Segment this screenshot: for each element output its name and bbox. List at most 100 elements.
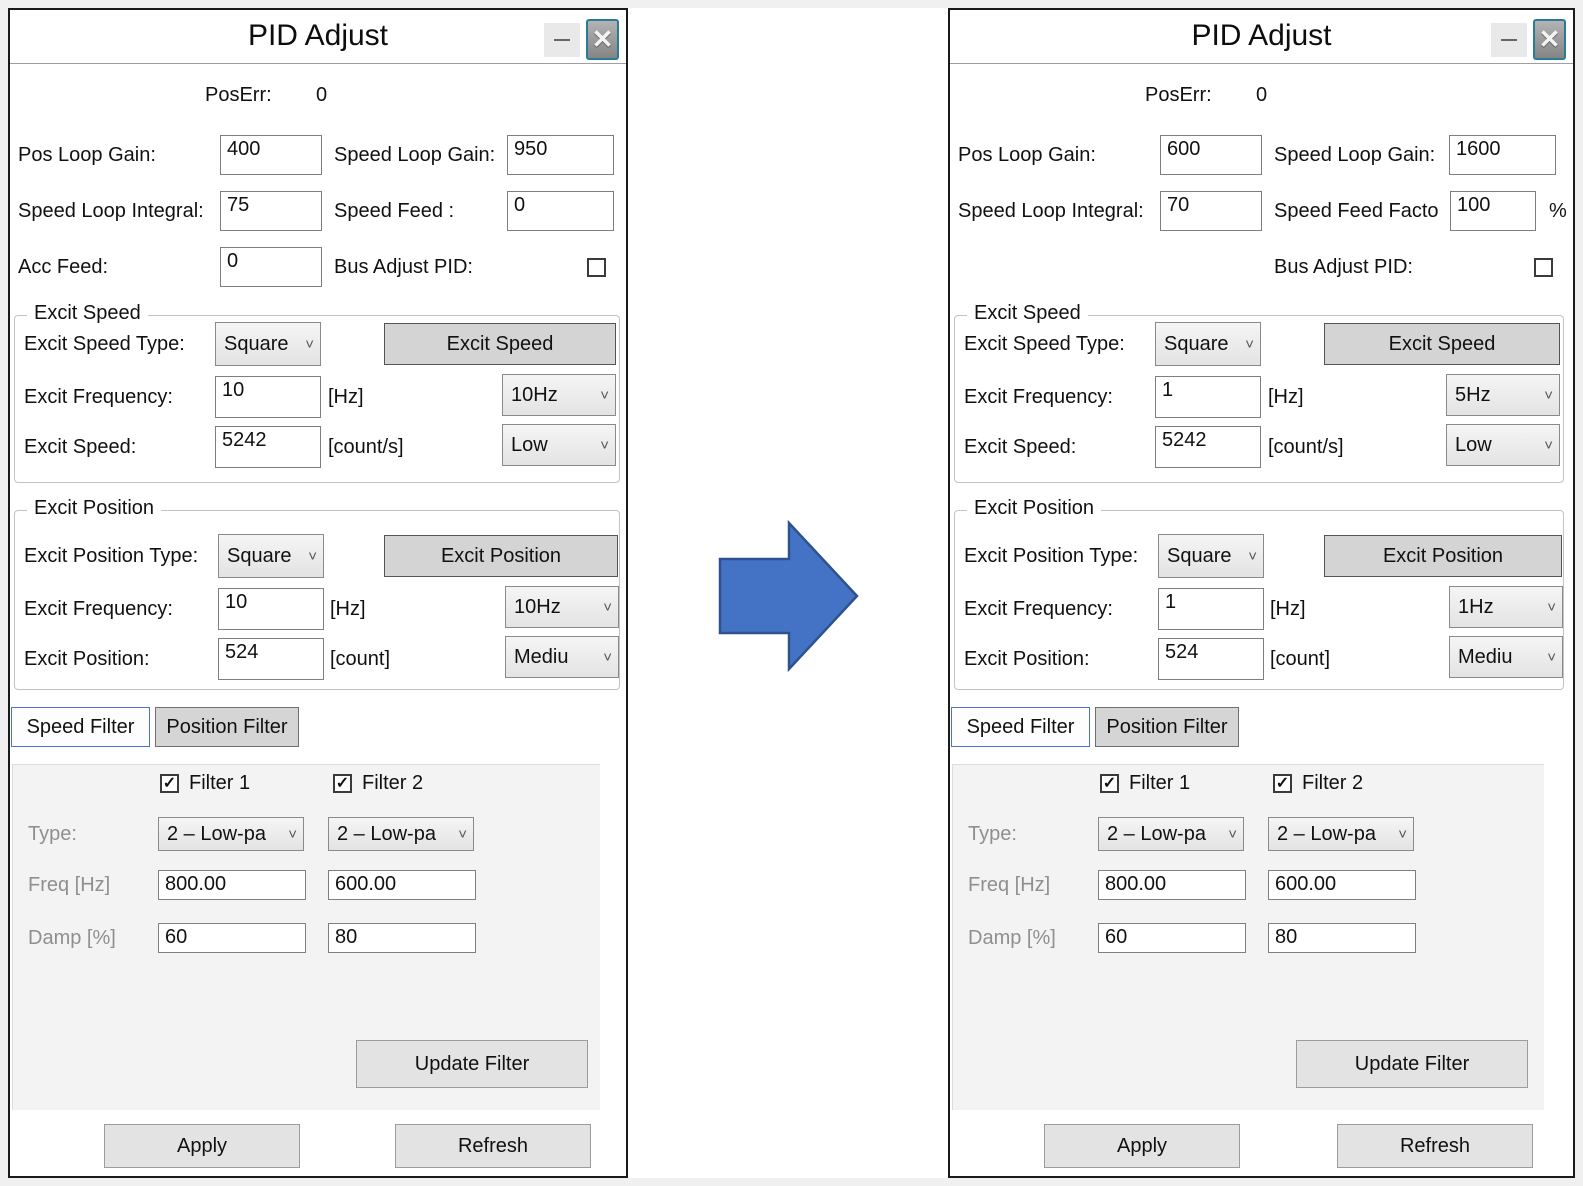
filter2-freq-input[interactable]: 600.00: [1268, 870, 1416, 900]
filter2-type-value: 2 – Low-pa: [1277, 822, 1376, 845]
excit-speed-run-button[interactable]: Excit Speed: [384, 323, 616, 365]
window-title: PID Adjust: [1191, 19, 1332, 52]
excit-position-amp-preset-value: Mediu: [1458, 645, 1513, 668]
speed-feed-label: Speed Feed :: [334, 199, 455, 222]
acc-feed-label: Acc Feed:: [18, 255, 109, 278]
close-button[interactable]: ✕: [1533, 19, 1566, 60]
excit-speed-group: Excit Speed: [954, 302, 1564, 483]
filter1-type-combo[interactable]: 2 – Low-pa ˅: [158, 817, 304, 851]
excit-position-type-combo[interactable]: Square ˅: [1158, 534, 1264, 578]
minimize-button[interactable]: [1491, 23, 1527, 57]
filter1-type-value: 2 – Low-pa: [167, 822, 266, 845]
filter1-freq-input[interactable]: 800.00: [1098, 870, 1246, 900]
filter1-checkbox[interactable]: ✓: [160, 774, 179, 793]
filter-type-label: Type:: [968, 822, 1017, 845]
filter2-freq-input[interactable]: 600.00: [328, 870, 476, 900]
excit-position-amp-preset-combo[interactable]: Mediu ˅: [1449, 636, 1563, 678]
excit-speed-frequency-label: Excit Frequency:: [24, 385, 173, 408]
tab-position-filter[interactable]: Position Filter: [155, 707, 299, 747]
excit-speed-type-value: Square: [224, 332, 289, 355]
speed-loop-integral-input[interactable]: 75: [220, 191, 322, 231]
pos-loop-gain-input[interactable]: 600: [1160, 135, 1262, 175]
excit-speed-amp-label: Excit Speed:: [964, 435, 1077, 458]
apply-button[interactable]: Apply: [1044, 1124, 1240, 1168]
close-button[interactable]: ✕: [586, 19, 619, 60]
speed-feed-factor-input[interactable]: 100: [1450, 191, 1536, 231]
excit-speed-frequency-preset-combo[interactable]: 10Hz ˅: [502, 374, 616, 416]
filter2-damp-input[interactable]: 80: [1268, 923, 1416, 953]
chevron-down-icon: ˅: [600, 386, 609, 404]
excit-position-type-label: Excit Position Type:: [964, 544, 1139, 567]
speed-loop-integral-input[interactable]: 70: [1160, 191, 1262, 231]
filter2-checkbox[interactable]: ✓: [1273, 774, 1292, 793]
update-filter-button[interactable]: Update Filter: [356, 1040, 588, 1088]
excit-speed-group: Excit Speed: [14, 302, 620, 483]
excit-position-amp-unit: [count]: [1270, 647, 1331, 670]
excit-speed-amp-label: Excit Speed:: [24, 435, 137, 458]
excit-position-frequency-label: Excit Frequency:: [964, 597, 1113, 620]
excit-position-type-combo[interactable]: Square ˅: [218, 534, 324, 578]
excit-speed-amp-preset-combo[interactable]: Low ˅: [1446, 424, 1560, 466]
filter2-damp-input[interactable]: 80: [328, 923, 476, 953]
pos-loop-gain-input[interactable]: 400: [220, 135, 322, 175]
titlebar: PID Adjust ✕: [950, 10, 1573, 64]
titlebar: PID Adjust ✕: [10, 10, 626, 64]
filter1-label: Filter 1: [1129, 771, 1191, 794]
excit-position-frequency-preset-combo[interactable]: 1Hz ˅: [1449, 586, 1563, 628]
minimize-icon: [554, 39, 570, 41]
excit-position-frequency-input[interactable]: 1: [1158, 588, 1264, 630]
bus-adjust-pid-checkbox[interactable]: [587, 258, 606, 277]
tab-position-filter[interactable]: Position Filter: [1095, 707, 1239, 747]
excit-speed-type-combo[interactable]: Square ˅: [1155, 322, 1261, 366]
refresh-button[interactable]: Refresh: [1337, 1124, 1533, 1168]
excit-speed-type-combo[interactable]: Square ˅: [215, 322, 321, 366]
minimize-button[interactable]: [544, 23, 580, 57]
bus-adjust-pid-checkbox[interactable]: [1534, 258, 1553, 277]
excit-position-amp-label: Excit Position:: [964, 647, 1090, 670]
acc-feed-input[interactable]: 0: [220, 247, 322, 287]
chevron-down-icon: ˅: [603, 648, 612, 666]
speed-feed-input[interactable]: 0: [507, 191, 614, 231]
excit-position-frequency-preset-combo[interactable]: 10Hz ˅: [505, 586, 619, 628]
speed-loop-gain-input[interactable]: 1600: [1449, 135, 1556, 175]
tab-speed-filter[interactable]: Speed Filter: [11, 707, 150, 747]
excit-position-amp-input[interactable]: 524: [1158, 638, 1264, 680]
excit-position-run-button[interactable]: Excit Position: [384, 535, 618, 577]
filter2-checkbox[interactable]: ✓: [333, 774, 352, 793]
update-filter-button[interactable]: Update Filter: [1296, 1040, 1528, 1088]
excit-speed-frequency-preset-combo[interactable]: 5Hz ˅: [1446, 374, 1560, 416]
excit-position-frequency-unit: [Hz]: [330, 597, 366, 620]
excit-speed-amp-input[interactable]: 5242: [1155, 426, 1261, 468]
excit-speed-run-button[interactable]: Excit Speed: [1324, 323, 1560, 365]
excit-speed-type-label: Excit Speed Type:: [964, 332, 1125, 355]
excit-speed-frequency-input[interactable]: 1: [1155, 376, 1261, 418]
excit-position-frequency-input[interactable]: 10: [218, 588, 324, 630]
filter1-damp-input[interactable]: 60: [158, 923, 306, 953]
filter1-damp-input[interactable]: 60: [1098, 923, 1246, 953]
filter1-freq-input[interactable]: 800.00: [158, 870, 306, 900]
filter1-type-combo[interactable]: 2 – Low-pa ˅: [1098, 817, 1244, 851]
excit-speed-frequency-input[interactable]: 10: [215, 376, 321, 418]
filter-damp-label: Damp [%]: [968, 926, 1056, 949]
filter2-type-combo[interactable]: 2 – Low-pa ˅: [328, 817, 474, 851]
pos-loop-gain-label: Pos Loop Gain:: [18, 143, 156, 166]
chevron-down-icon: ˅: [603, 598, 612, 616]
excit-speed-amp-preset-combo[interactable]: Low ˅: [502, 424, 616, 466]
excit-position-amp-preset-combo[interactable]: Mediu ˅: [505, 636, 619, 678]
chevron-down-icon: ˅: [1245, 335, 1254, 353]
speed-loop-gain-input[interactable]: 950: [507, 135, 614, 175]
poserr-label: PosErr:: [1145, 83, 1212, 106]
excit-position-amp-input[interactable]: 524: [218, 638, 324, 680]
apply-button[interactable]: Apply: [104, 1124, 300, 1168]
excit-speed-amp-input[interactable]: 5242: [215, 426, 321, 468]
excit-position-amp-label: Excit Position:: [24, 647, 150, 670]
close-icon: ✕: [591, 24, 614, 54]
right-arrow-icon: [718, 520, 859, 672]
excit-speed-frequency-label: Excit Frequency:: [964, 385, 1113, 408]
filter1-checkbox[interactable]: ✓: [1100, 774, 1119, 793]
filter2-type-combo[interactable]: 2 – Low-pa ˅: [1268, 817, 1414, 851]
percent-suffix: %: [1549, 199, 1567, 222]
excit-position-run-button[interactable]: Excit Position: [1324, 535, 1562, 577]
refresh-button[interactable]: Refresh: [395, 1124, 591, 1168]
tab-speed-filter[interactable]: Speed Filter: [951, 707, 1090, 747]
